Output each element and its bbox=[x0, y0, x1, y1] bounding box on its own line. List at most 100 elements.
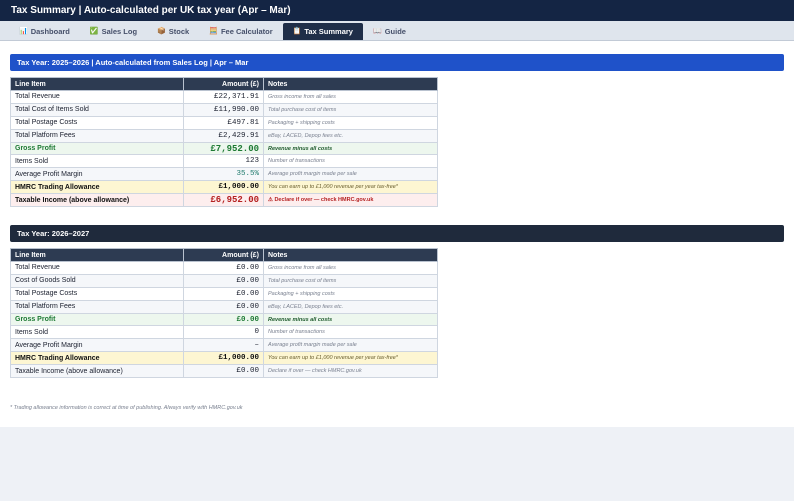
taxable-income-row: Taxable Income (above allowance) £0.00 Dec… bbox=[10, 364, 438, 379]
note-cell[interactable]: Total purchase cost of items bbox=[263, 273, 438, 288]
amount-cell[interactable]: £0.00 bbox=[183, 273, 264, 288]
table-row: Total Postage Costs £497.81 Packaging + sh… bbox=[10, 115, 438, 130]
table-row: Items Sold 123 Number of transactions bbox=[10, 154, 438, 169]
table-row: Total Platform Fees £0.00 eBay, LACED, Dep… bbox=[10, 299, 438, 314]
amount-cell[interactable]: £1,000.00 bbox=[183, 351, 264, 366]
table-header-row: Line Item Amount (£) Notes bbox=[10, 248, 438, 262]
note-cell[interactable]: Number of transactions bbox=[263, 325, 438, 340]
tax-year-banner: Tax Year: 2025–2026 | Auto-calculated fr… bbox=[10, 54, 784, 71]
table-row: Total Platform Fees £2,429.91 eBay, LACED,… bbox=[10, 128, 438, 143]
tab-dashboard[interactable]: 📊 Dashboard bbox=[9, 23, 80, 40]
note-cell[interactable]: eBay, LACED, Depop fees etc. bbox=[263, 128, 438, 143]
line-item-cell[interactable]: Gross Profit bbox=[10, 141, 184, 156]
table-row: Total Cost of Items Sold £11,990.00 Total … bbox=[10, 102, 438, 117]
amount-cell[interactable]: 123 bbox=[183, 154, 264, 169]
tab-label: Sales Log bbox=[101, 27, 138, 36]
amount-cell[interactable]: 0 bbox=[183, 325, 264, 340]
tab-bar: 📊 Dashboard ✅ Sales Log 📦 Stock 🧮 Fee Calcul… bbox=[0, 21, 794, 41]
amount-cell[interactable]: £0.00 bbox=[183, 261, 264, 275]
column-header-notes: Notes bbox=[263, 77, 438, 91]
tab-tax-summary[interactable]: 📋 Tax Summary bbox=[282, 23, 363, 40]
table-row: Total Revenue £0.00 Gross income from all … bbox=[10, 261, 438, 275]
tab-label: Stock bbox=[168, 27, 190, 36]
amount-cell[interactable]: £497.81 bbox=[183, 115, 264, 130]
line-item-cell[interactable]: Cost of Goods Sold bbox=[10, 273, 184, 288]
column-header-line-item: Line Item bbox=[10, 248, 184, 262]
tab-stock[interactable]: 📦 Stock bbox=[147, 23, 199, 40]
note-cell[interactable]: Declare if over — check HMRC.gov.uk bbox=[263, 364, 438, 379]
amount-cell[interactable]: 35.5% bbox=[183, 167, 264, 182]
note-cell[interactable]: Total purchase cost of items bbox=[263, 102, 438, 117]
tab-sales-log[interactable]: ✅ Sales Log bbox=[80, 23, 147, 40]
gross-profit-row: Gross Profit £0.00 Revenue minus all costs bbox=[10, 312, 438, 327]
amount-cell[interactable]: £22,371.91 bbox=[183, 90, 264, 104]
note-cell[interactable]: Packaging + shipping costs bbox=[263, 286, 438, 301]
note-cell[interactable]: Packaging + shipping costs bbox=[263, 115, 438, 130]
note-cell[interactable]: You can earn up to £1,000 revenue per ye… bbox=[263, 180, 438, 195]
amount-cell[interactable]: £0.00 bbox=[183, 299, 264, 314]
tab-label: Dashboard bbox=[30, 27, 70, 36]
line-item-cell[interactable]: Total Cost of Items Sold bbox=[10, 102, 184, 117]
note-cell[interactable]: Gross income from all sales bbox=[263, 90, 438, 104]
line-item-cell[interactable]: Total Postage Costs bbox=[10, 286, 184, 301]
taxable-income-row: Taxable Income (above allowance) £6,952.0… bbox=[10, 193, 438, 208]
note-cell[interactable]: Gross income from all sales bbox=[263, 261, 438, 275]
hmrc-allowance-row: HMRC Trading Allowance £1,000.00 You can e… bbox=[10, 351, 438, 366]
line-item-cell[interactable]: Average Profit Margin bbox=[10, 167, 184, 182]
amount-cell[interactable]: £0.00 bbox=[183, 286, 264, 301]
tax-summary-sheet: Tax Year: 2025–2026 | Auto-calculated fr… bbox=[0, 41, 794, 427]
line-item-cell[interactable]: Taxable Income (above allowance) bbox=[10, 364, 184, 379]
column-header-amount: Amount (£) bbox=[183, 77, 264, 91]
amount-cell[interactable]: £11,990.00 bbox=[183, 102, 264, 117]
tax-summary-table-2026: Line Item Amount (£) Notes Total Revenue… bbox=[10, 248, 438, 379]
note-cell[interactable]: eBay, LACED, Depop fees etc. bbox=[263, 299, 438, 314]
tab-label: Guide bbox=[384, 27, 406, 36]
line-item-cell[interactable]: HMRC Trading Allowance bbox=[10, 351, 184, 366]
note-cell[interactable]: ⚠ Declare if over — check HMRC.gov.uk bbox=[263, 193, 438, 208]
amount-cell[interactable]: £0.00 bbox=[183, 364, 264, 379]
table-row: Total Postage Costs £0.00 Packaging + ship… bbox=[10, 286, 438, 301]
note-cell[interactable]: Revenue minus all costs bbox=[263, 141, 438, 156]
amount-cell[interactable]: £2,429.91 bbox=[183, 128, 264, 143]
note-cell[interactable]: You can earn up to £1,000 revenue per ye… bbox=[263, 351, 438, 366]
tab-fee-calculator[interactable]: 🧮 Fee Calculator bbox=[199, 23, 282, 40]
note-cell[interactable]: Average profit margin made per sale bbox=[263, 167, 438, 182]
amount-cell[interactable]: £0.00 bbox=[183, 312, 264, 327]
column-header-notes: Notes bbox=[263, 248, 438, 262]
tax-year-banner: Tax Year: 2026–2027 bbox=[10, 225, 784, 242]
note-cell[interactable]: Revenue minus all costs bbox=[263, 312, 438, 327]
note-cell[interactable]: Average profit margin made per sale bbox=[263, 338, 438, 353]
line-item-cell[interactable]: Average Profit Margin bbox=[10, 338, 184, 353]
tab-guide[interactable]: 📖 Guide bbox=[363, 23, 416, 40]
line-item-cell[interactable]: Items Sold bbox=[10, 154, 184, 169]
table-row: Items Sold 0 Number of transactions bbox=[10, 325, 438, 340]
amount-cell[interactable]: £6,952.00 bbox=[183, 193, 264, 208]
line-item-cell[interactable]: HMRC Trading Allowance bbox=[10, 180, 184, 195]
calculator-icon: 🧮 bbox=[209, 28, 218, 35]
table-row: Total Revenue £22,371.91 Gross income from… bbox=[10, 90, 438, 104]
line-item-cell[interactable]: Total Postage Costs bbox=[10, 115, 184, 130]
line-item-cell[interactable]: Items Sold bbox=[10, 325, 184, 340]
line-item-cell[interactable]: Taxable Income (above allowance) bbox=[10, 193, 184, 208]
amount-cell[interactable]: £7,952.00 bbox=[183, 141, 264, 156]
package-icon: 📦 bbox=[157, 28, 166, 35]
table-header-row: Line Item Amount (£) Notes bbox=[10, 77, 438, 91]
table-row: Average Profit Margin – Average profit mar… bbox=[10, 338, 438, 353]
line-item-cell[interactable]: Total Revenue bbox=[10, 90, 184, 104]
chart-icon: 📊 bbox=[19, 28, 28, 35]
line-item-cell[interactable]: Gross Profit bbox=[10, 312, 184, 327]
table-row: Cost of Goods Sold £0.00 Total purchase co… bbox=[10, 273, 438, 288]
line-item-cell[interactable]: Total Revenue bbox=[10, 261, 184, 275]
gross-profit-row: Gross Profit £7,952.00 Revenue minus all c… bbox=[10, 141, 438, 156]
line-item-cell[interactable]: Total Platform Fees bbox=[10, 128, 184, 143]
table-row: Average Profit Margin 35.5% Average profit… bbox=[10, 167, 438, 182]
amount-cell[interactable]: £1,000.00 bbox=[183, 180, 264, 195]
line-item-cell[interactable]: Total Platform Fees bbox=[10, 299, 184, 314]
note-cell[interactable]: Number of transactions bbox=[263, 154, 438, 169]
amount-cell[interactable]: – bbox=[183, 338, 264, 353]
window-title: Tax Summary | Auto-calculated per UK tax… bbox=[0, 0, 794, 21]
clipboard-icon: 📋 bbox=[292, 28, 302, 35]
hmrc-allowance-row: HMRC Trading Allowance £1,000.00 You can e… bbox=[10, 180, 438, 195]
tax-summary-table-2025: Line Item Amount (£) Notes Total Revenue… bbox=[10, 77, 438, 208]
tab-label: Fee Calculator bbox=[220, 27, 273, 36]
